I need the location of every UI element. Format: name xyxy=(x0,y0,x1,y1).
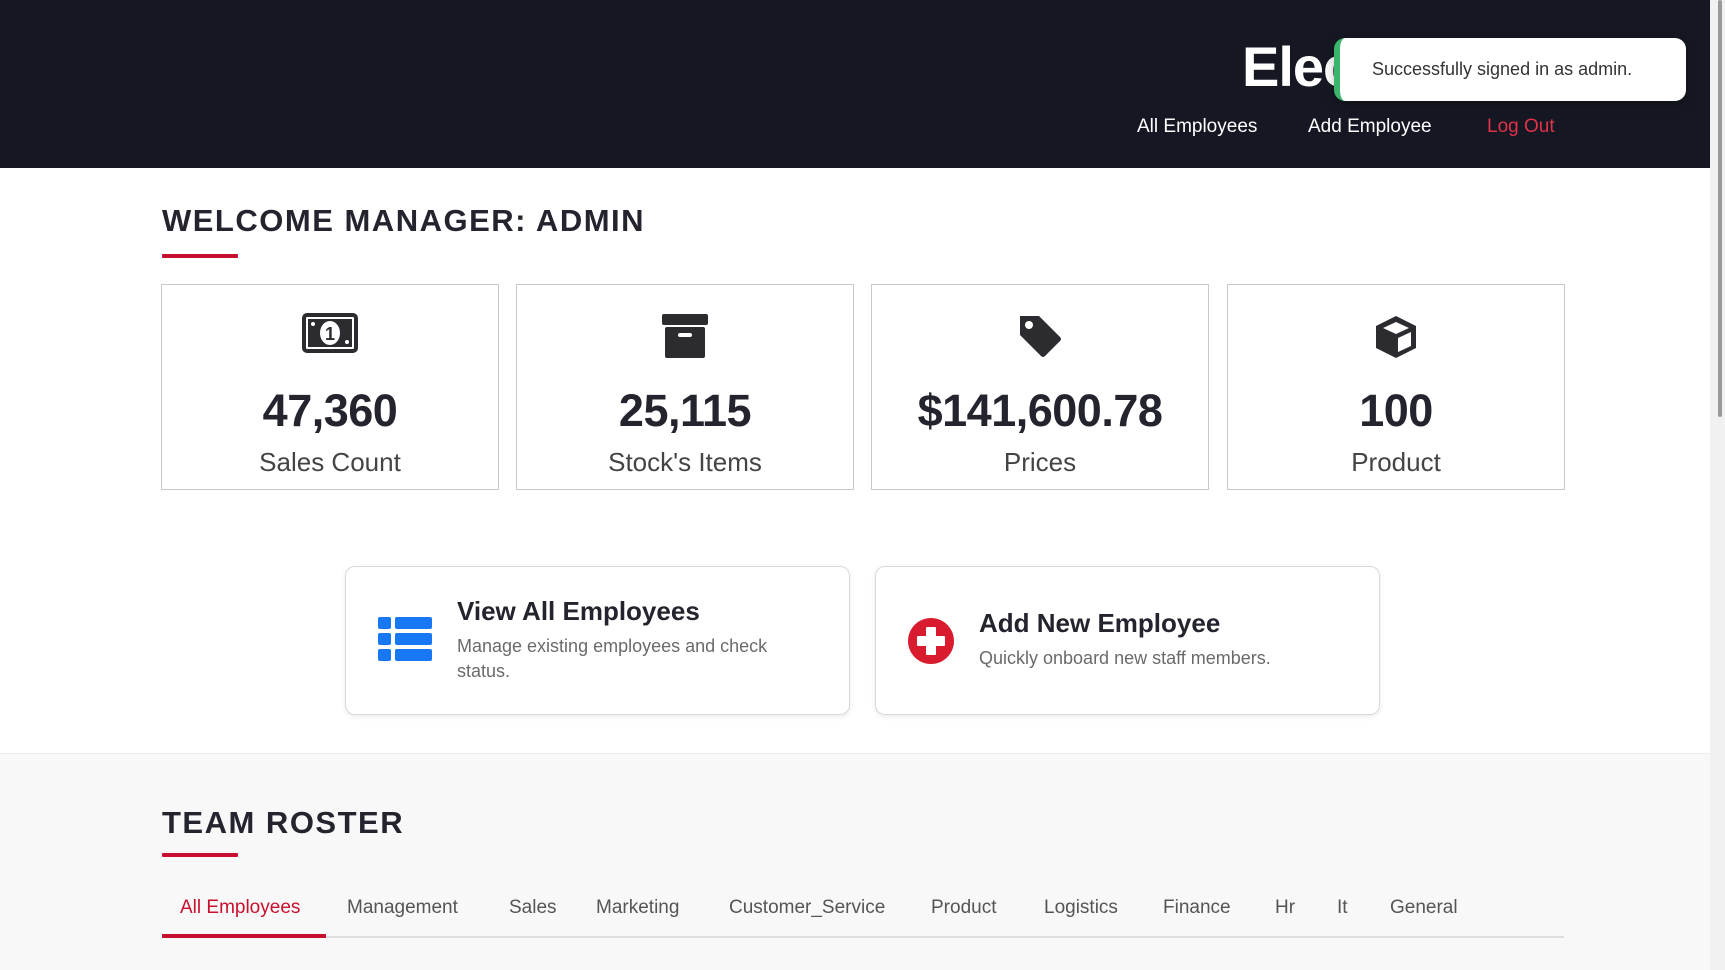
action-title: View All Employees xyxy=(457,596,700,626)
svg-text:1: 1 xyxy=(325,324,335,344)
tab-finance[interactable]: Finance xyxy=(1163,897,1231,918)
action-description: Quickly onboard new staff members. xyxy=(979,648,1271,668)
stat-value: 100 xyxy=(1359,385,1433,436)
stat-value: $141,600.78 xyxy=(917,385,1163,436)
tab-logistics[interactable]: Logistics xyxy=(1044,897,1118,918)
stat-label: Prices xyxy=(1003,447,1077,477)
roster-title: TEAM ROSTER xyxy=(162,805,405,840)
plus-circle-icon xyxy=(907,617,955,670)
price-tag-icon xyxy=(1017,313,1063,364)
team-roster-section xyxy=(0,753,1710,970)
tab-management[interactable]: Management xyxy=(347,897,458,918)
tab-all-employees[interactable]: All Employees xyxy=(180,897,301,918)
welcome-title: WELCOME MANAGER: ADMIN xyxy=(162,203,646,238)
stat-card-sales: 1 47,360 Sales Count xyxy=(161,284,499,490)
tab-sales[interactable]: Sales xyxy=(509,897,557,918)
nav-add-employee[interactable]: Add Employee xyxy=(1308,116,1432,137)
money-bill-icon: 1 xyxy=(302,313,358,358)
roster-underline xyxy=(162,853,238,857)
welcome-underline xyxy=(162,254,238,258)
stat-card-prices: $141,600.78 Prices xyxy=(871,284,1209,490)
tab-hr[interactable]: Hr xyxy=(1275,897,1296,918)
stat-value: 25,115 xyxy=(618,385,752,436)
nav-log-out[interactable]: Log Out xyxy=(1487,116,1555,137)
tab-marketing[interactable]: Marketing xyxy=(596,897,680,918)
add-new-employee-card[interactable]: Add New Employee Quickly onboard new sta… xyxy=(875,566,1380,715)
tab-product[interactable]: Product xyxy=(931,897,997,918)
tab-general[interactable]: General xyxy=(1390,897,1458,918)
stat-card-product: 100 Product xyxy=(1227,284,1565,490)
active-tab-indicator xyxy=(162,934,326,938)
toast-message: Successfully signed in as admin. xyxy=(1372,59,1633,79)
action-title: Add New Employee xyxy=(979,608,1221,638)
stat-card-stock: 25,115 Stock's Items xyxy=(516,284,854,490)
tabs-divider xyxy=(162,936,1564,938)
nav-all-employees[interactable]: All Employees xyxy=(1137,116,1258,137)
stat-label: Sales Count xyxy=(259,447,401,477)
brand-logo[interactable]: Electro xyxy=(1242,35,1342,98)
action-description: Manage existing employees and check stat… xyxy=(457,636,768,681)
tab-customer-service[interactable]: Customer_Service xyxy=(729,897,886,918)
archive-box-icon xyxy=(661,313,709,364)
stat-value: 47,360 xyxy=(262,385,398,436)
success-toast[interactable]: Successfully signed in as admin. xyxy=(1334,38,1686,101)
stat-label: Product xyxy=(1351,447,1441,477)
list-icon xyxy=(378,617,432,666)
view-all-employees-card[interactable]: View All Employees Manage existing emplo… xyxy=(345,566,850,715)
tab-it[interactable]: It xyxy=(1337,897,1348,918)
cube-icon xyxy=(1372,313,1420,366)
scrollbar-thumb[interactable] xyxy=(1718,0,1722,417)
stat-label: Stock's Items xyxy=(608,447,762,477)
